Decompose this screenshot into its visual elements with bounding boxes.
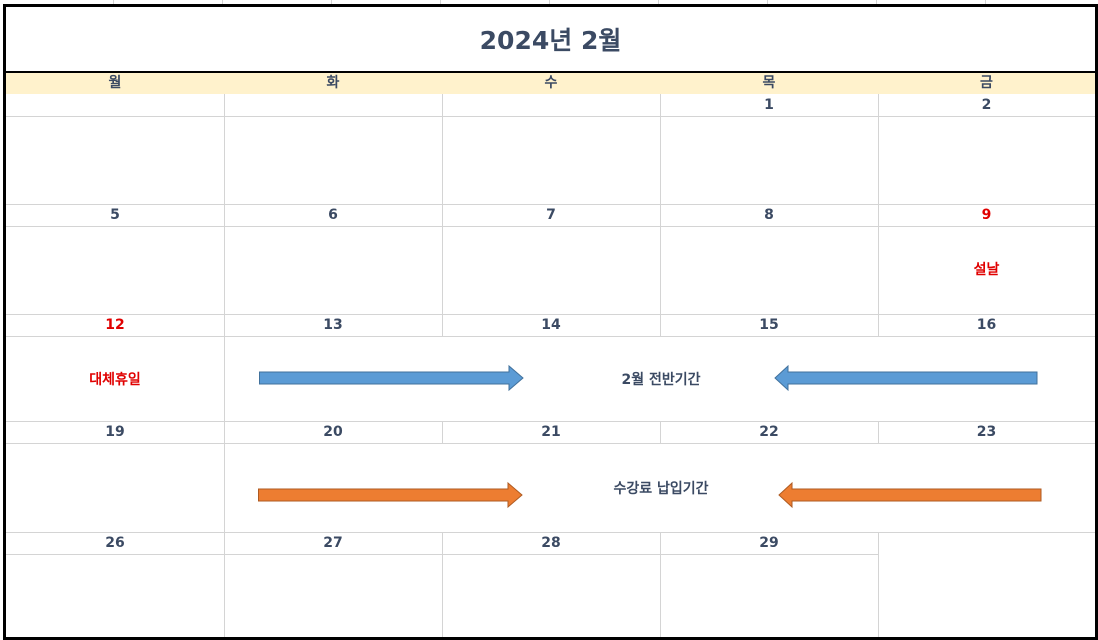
grid-stub [658,0,659,4]
grid-line [224,421,225,532]
grid-stub [113,0,114,4]
grid-line [6,226,1095,227]
day-cell[interactable]: 6 [328,207,338,223]
day-cell[interactable]: 5 [110,207,120,223]
grid-line [442,421,443,443]
grid-stub [549,0,550,4]
day-cell[interactable]: 1 [764,97,774,113]
grid-line [6,116,1095,117]
day-cell[interactable]: 13 [323,317,343,333]
day-cell[interactable]: 7 [546,207,556,223]
right-arrow-icon[interactable] [258,481,524,509]
day-cell[interactable]: 16 [976,317,997,333]
holiday-substitute[interactable]: 대체휴일 [89,372,141,388]
grid-line [878,314,879,336]
grid-stub [985,0,986,4]
calendar: 2024년 2월 월 화 수 목 금 [3,4,1098,640]
day-cell[interactable]: 23 [976,424,997,440]
grid-line [224,532,225,637]
day-cell[interactable]: 22 [759,424,779,440]
grid-line [442,94,443,314]
weekday-mon[interactable]: 월 [108,75,122,91]
period-label[interactable]: 2월 전반기간 [621,372,701,388]
grid-line [660,314,661,336]
weekday-thu[interactable]: 목 [762,75,776,91]
grid-stub [222,0,223,4]
grid-stub [440,0,441,4]
grid-line [660,532,661,637]
grid-line [878,94,879,314]
grid-line [6,204,1095,205]
grid-line [442,532,443,637]
day-cell[interactable]: 29 [759,535,779,551]
grid-line [660,94,661,314]
left-arrow-icon[interactable] [778,481,1044,509]
grid-line [6,421,1095,422]
grid-stub [876,0,877,4]
day-cell[interactable]: 28 [541,535,561,551]
grid-line [660,421,661,443]
weekday-header: 월 화 수 목 금 [6,73,1095,94]
day-cell[interactable]: 19 [105,424,125,440]
grid-line [878,532,879,637]
grid-line [878,421,879,443]
day-cell-holiday[interactable]: 12 [105,317,125,333]
grid-line [6,532,1095,533]
day-cell[interactable]: 8 [764,207,774,223]
right-arrow-icon[interactable] [259,364,525,392]
day-cell[interactable]: 2 [981,97,992,113]
weekday-fri[interactable]: 금 [980,75,993,91]
grid-stub [331,0,332,4]
weekday-wed[interactable]: 수 [544,75,558,91]
grid-line [224,314,225,421]
weekday-tue[interactable]: 화 [326,75,340,91]
calendar-title[interactable]: 2024년 2월 [6,7,1095,73]
day-cell[interactable]: 21 [541,424,561,440]
grid-line [442,314,443,336]
grid-line [6,443,1095,444]
left-arrow-icon[interactable] [774,364,1040,392]
period-label[interactable]: 수강료 납입기간 [613,481,709,497]
day-cell[interactable]: 15 [759,317,779,333]
holiday-seollal[interactable]: 설날 [973,262,1000,278]
grid-line [224,94,225,314]
day-cell-holiday[interactable]: 9 [981,207,992,223]
day-cell[interactable]: 26 [105,535,125,551]
day-cell[interactable]: 14 [541,317,561,333]
grid-line [6,314,1095,315]
day-cell[interactable]: 20 [323,424,343,440]
grid-stub [767,0,768,4]
grid-line [6,336,1095,337]
day-cell[interactable]: 27 [323,535,343,551]
